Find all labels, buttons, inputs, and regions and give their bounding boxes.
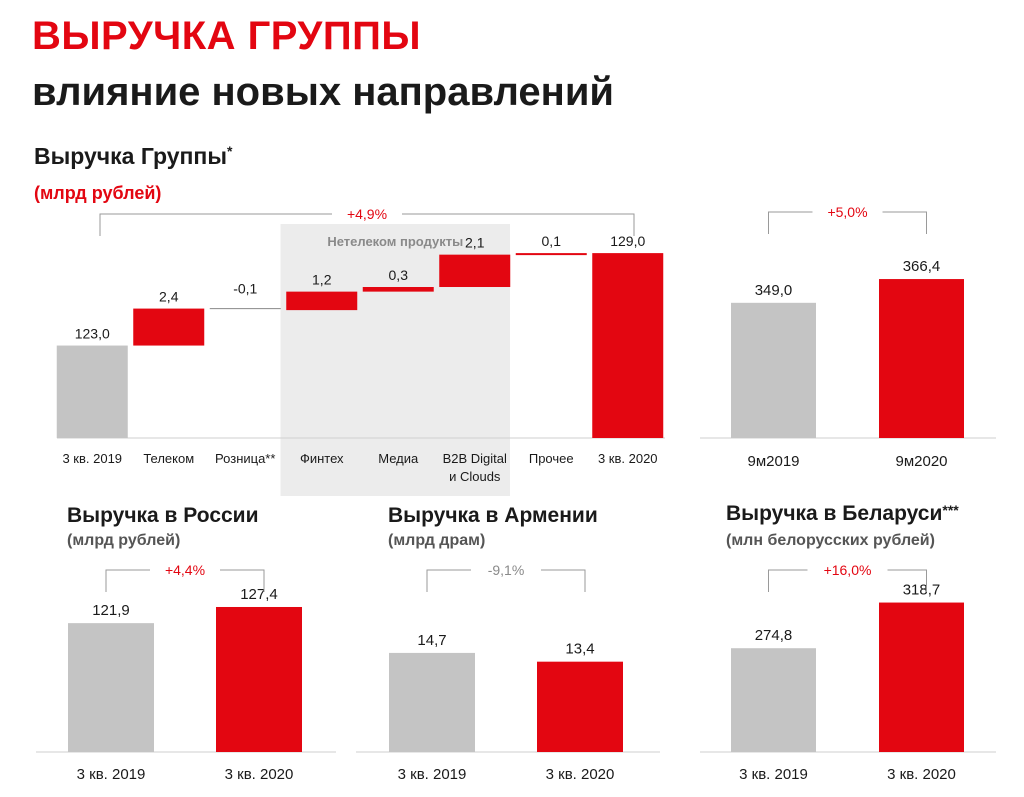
russia-growth-label: +4,4% bbox=[165, 562, 205, 578]
waterfall-bar-5 bbox=[439, 254, 511, 288]
russia-revenue-title: Выручка в России bbox=[67, 504, 259, 527]
group-revenue-unit: (млрд рублей) bbox=[34, 183, 162, 203]
russia-revenue-unit: (млрд рублей) bbox=[67, 532, 181, 549]
belarus-bar-1 bbox=[879, 602, 964, 752]
armenia-bracket-right bbox=[541, 569, 586, 592]
belarus-revenue-title: Выручка в Беларуси*** bbox=[726, 502, 959, 526]
waterfall-category-label-5-line-1: и Clouds bbox=[449, 469, 501, 484]
armenia-category-label-1: 3 кв. 2020 bbox=[546, 766, 615, 783]
waterfall-category-label-0: 3 кв. 2019 bbox=[62, 451, 122, 466]
waterfall-category-label-1: Телеком bbox=[143, 451, 194, 466]
waterfall-bar-3 bbox=[286, 291, 358, 311]
waterfall-value-label-1: 2,4 bbox=[159, 289, 179, 305]
waterfall-bracket-left bbox=[99, 213, 332, 236]
waterfall-value-label-5: 2,1 bbox=[465, 235, 485, 251]
waterfall-category-label-5-line-0: B2B Digital bbox=[443, 451, 507, 466]
waterfall-category-label-7: 3 кв. 2020 bbox=[598, 451, 658, 466]
belarus-bar-0 bbox=[731, 648, 816, 752]
belarus-revenue-unit: (млн белорусских рублей) bbox=[726, 532, 935, 549]
armenia-revenue-title: Выручка в Армении bbox=[388, 504, 598, 527]
belarus-value-label-1: 318,7 bbox=[903, 582, 941, 599]
armenia-growth-label: -9,1% bbox=[488, 562, 525, 578]
waterfall-bar-1 bbox=[133, 308, 205, 346]
russia-category-label-1: 3 кв. 2020 bbox=[225, 766, 294, 783]
belarus-revenue-title-mark: *** bbox=[942, 502, 959, 518]
russia-value-label-0: 121,9 bbox=[92, 602, 130, 619]
waterfall-bar-0 bbox=[56, 345, 128, 438]
waterfall-value-label-6: 0,1 bbox=[542, 233, 562, 249]
waterfall-bar-7 bbox=[592, 253, 664, 438]
waterfall-value-label-2: -0,1 bbox=[233, 281, 257, 297]
waterfall-category-label-4: Медиа bbox=[378, 451, 419, 466]
armenia-value-label-0: 14,7 bbox=[417, 632, 446, 649]
russia-bracket-right bbox=[220, 569, 265, 592]
waterfall-bracket-right bbox=[402, 213, 635, 236]
main-subtitle: влияние новых направлений bbox=[32, 70, 614, 114]
belarus-value-label-0: 274,8 bbox=[755, 627, 793, 644]
russia-value-label-1: 127,4 bbox=[240, 586, 278, 603]
waterfall-bar-6 bbox=[515, 253, 587, 256]
group_9m-bar-1 bbox=[879, 279, 964, 438]
group-revenue-title: Выручка Группы* bbox=[34, 143, 232, 170]
armenia-revenue-unit: (млрд драм) bbox=[388, 532, 486, 549]
russia-bar-0 bbox=[68, 623, 154, 752]
group-revenue-title-text: Выручка Группы bbox=[34, 143, 227, 169]
belarus-bracket-right bbox=[887, 569, 927, 592]
group_9m-growth-label: +5,0% bbox=[827, 204, 867, 220]
armenia-category-label-0: 3 кв. 2019 bbox=[398, 766, 467, 783]
waterfall-value-label-3: 1,2 bbox=[312, 272, 332, 288]
group_9m-category-label-1: 9м2020 bbox=[895, 453, 947, 470]
russia-bar-1 bbox=[216, 606, 302, 752]
group_9m-category-label-0: 9м2019 bbox=[747, 453, 799, 470]
main-title: ВЫРУЧКА ГРУППЫ bbox=[32, 14, 421, 58]
group_9m-bar-0 bbox=[731, 302, 816, 438]
russia-bracket-left bbox=[105, 569, 150, 592]
waterfall-category-label-3: Финтех bbox=[300, 451, 344, 466]
belarus-revenue-title-text: Выручка в Беларуси bbox=[726, 502, 943, 525]
belarus-bracket-left bbox=[768, 569, 808, 592]
waterfall-value-label-4: 0,3 bbox=[389, 267, 409, 283]
waterfall-growth-label: +4,9% bbox=[347, 206, 387, 222]
waterfall-value-label-7: 129,0 bbox=[610, 233, 645, 249]
waterfall-bar-4 bbox=[362, 287, 434, 292]
armenia-value-label-1: 13,4 bbox=[565, 641, 594, 658]
armenia-bar-0 bbox=[389, 652, 475, 752]
non-telecom-label: Нетелеком продукты bbox=[327, 234, 463, 249]
group_9m-bracket-left bbox=[768, 211, 813, 234]
waterfall-category-label-2: Розница** bbox=[215, 451, 275, 466]
russia-category-label-0: 3 кв. 2019 bbox=[77, 766, 146, 783]
belarus-growth-label: +16,0% bbox=[824, 562, 872, 578]
belarus-category-label-0: 3 кв. 2019 bbox=[739, 766, 808, 783]
group_9m-bracket-right bbox=[882, 211, 927, 234]
belarus-category-label-1: 3 кв. 2020 bbox=[887, 766, 956, 783]
group-revenue-title-mark: * bbox=[226, 143, 233, 159]
group_9m-value-label-0: 349,0 bbox=[755, 282, 793, 299]
waterfall-value-label-0: 123,0 bbox=[75, 326, 110, 342]
waterfall-category-label-6: Прочее bbox=[529, 451, 574, 466]
armenia-bar-1 bbox=[537, 661, 623, 752]
armenia-bracket-left bbox=[426, 569, 471, 592]
group_9m-value-label-1: 366,4 bbox=[903, 258, 941, 275]
